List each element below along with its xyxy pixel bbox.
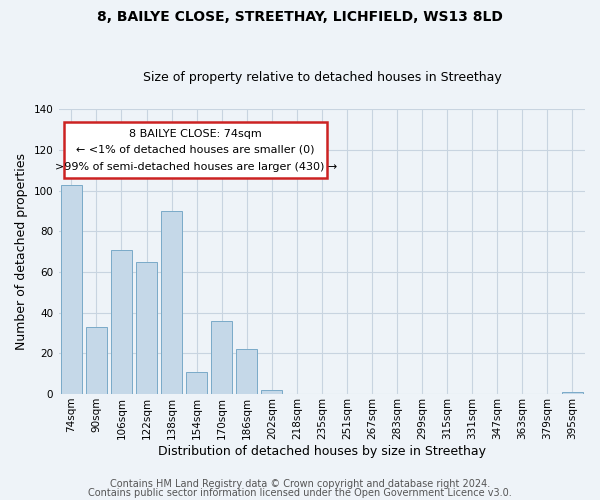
Bar: [261, 390, 283, 394]
Bar: [86, 327, 107, 394]
Bar: [562, 392, 583, 394]
FancyBboxPatch shape: [64, 122, 327, 178]
Text: >99% of semi-detached houses are larger (430) →: >99% of semi-detached houses are larger …: [55, 162, 337, 172]
Text: Contains HM Land Registry data © Crown copyright and database right 2024.: Contains HM Land Registry data © Crown c…: [110, 479, 490, 489]
Text: ← <1% of detached houses are smaller (0): ← <1% of detached houses are smaller (0): [76, 145, 315, 155]
Bar: [211, 321, 232, 394]
Bar: [161, 211, 182, 394]
Bar: [111, 250, 132, 394]
Title: Size of property relative to detached houses in Streethay: Size of property relative to detached ho…: [143, 72, 502, 85]
X-axis label: Distribution of detached houses by size in Streethay: Distribution of detached houses by size …: [158, 444, 486, 458]
Bar: [61, 184, 82, 394]
Text: Contains public sector information licensed under the Open Government Licence v3: Contains public sector information licen…: [88, 488, 512, 498]
Bar: [136, 262, 157, 394]
Bar: [236, 350, 257, 394]
Text: 8, BAILYE CLOSE, STREETHAY, LICHFIELD, WS13 8LD: 8, BAILYE CLOSE, STREETHAY, LICHFIELD, W…: [97, 10, 503, 24]
Y-axis label: Number of detached properties: Number of detached properties: [15, 153, 28, 350]
Text: 8 BAILYE CLOSE: 74sqm: 8 BAILYE CLOSE: 74sqm: [129, 130, 262, 140]
Bar: [186, 372, 208, 394]
